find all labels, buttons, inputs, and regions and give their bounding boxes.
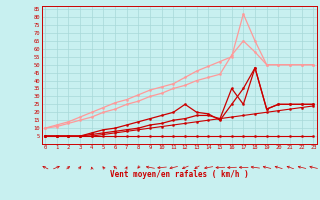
- X-axis label: Vent moyen/en rafales ( km/h ): Vent moyen/en rafales ( km/h ): [110, 170, 249, 179]
